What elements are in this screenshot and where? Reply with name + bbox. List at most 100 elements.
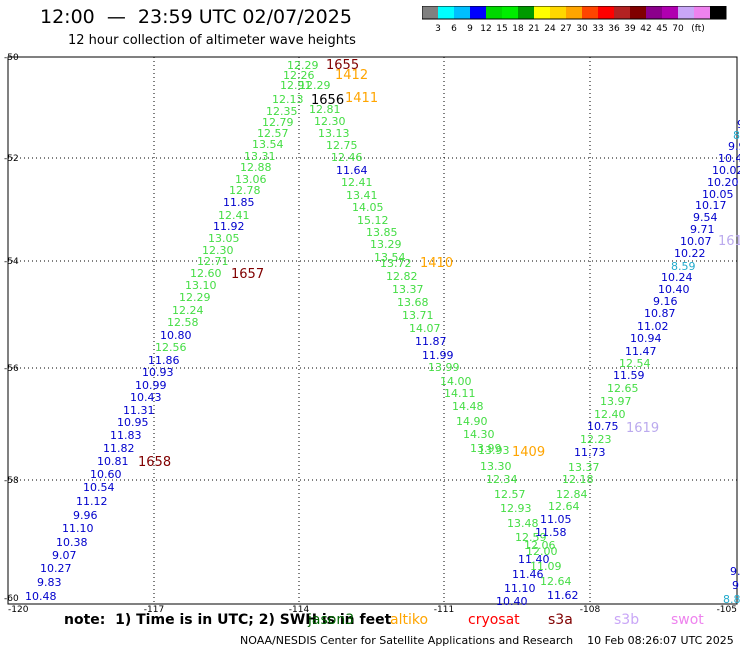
legend-s3a: s3a bbox=[548, 612, 573, 628]
wave-height-label: 10.40 bbox=[658, 283, 690, 296]
pass-time-label: 1619 bbox=[626, 421, 659, 436]
wave-height-label: 12.71 bbox=[197, 255, 229, 268]
wave-height-label: 13.97 bbox=[600, 395, 632, 408]
colorbar-swatch bbox=[486, 6, 502, 19]
lat-tick-label: -60 bbox=[4, 594, 19, 604]
lat-tick-label: -58 bbox=[4, 476, 19, 486]
colorbar-label: 39 bbox=[624, 24, 636, 34]
wave-height-label: 12.57 bbox=[494, 488, 526, 501]
wave-height-label: 11.85 bbox=[223, 196, 255, 209]
pass-time-label: 1657 bbox=[231, 267, 264, 282]
wave-height-label: 14.90 bbox=[456, 415, 488, 428]
wave-height-label: 10.38 bbox=[56, 536, 88, 549]
wave-height-label: 10.54 bbox=[83, 481, 115, 494]
wave-height-label: 12.75 bbox=[326, 139, 358, 152]
lat-tick-label: -54 bbox=[4, 257, 19, 267]
colorbar-label: 45 bbox=[656, 24, 667, 34]
wave-height-label: 11.82 bbox=[103, 442, 135, 455]
wave-height-label: 10.94 bbox=[630, 332, 662, 345]
wave-height-label: 12.54 bbox=[619, 357, 651, 370]
wave-height-label: 12.59 bbox=[515, 531, 547, 544]
wave-height-label: 11.86 bbox=[148, 354, 180, 367]
wave-height-label: 12.18 bbox=[562, 473, 594, 486]
wave-height-label: 10.95 bbox=[117, 416, 149, 429]
wave-height-label: 10.24 bbox=[661, 271, 693, 284]
wave-height-label: 10.75 bbox=[587, 420, 619, 433]
wave-height-label: 12.41 bbox=[218, 209, 250, 222]
wave-height-label: 12.58 bbox=[167, 316, 199, 329]
colorbar-swatch bbox=[470, 6, 486, 19]
pass-time-label: 1411 bbox=[345, 91, 378, 106]
wave-height-label: 10.27 bbox=[40, 562, 72, 575]
colorbar-swatch bbox=[550, 6, 566, 19]
wave-height-label: 13.72 bbox=[380, 257, 412, 270]
wave-height-label: 13.54 bbox=[374, 251, 406, 264]
wave-height-label: 10.93 bbox=[142, 366, 174, 379]
wave-height-label: 11.73 bbox=[574, 446, 606, 459]
lon-tick-label: -114 bbox=[289, 605, 310, 615]
wave-height-label: 12.93 bbox=[500, 502, 532, 515]
pass-time-label: 161 bbox=[718, 234, 740, 249]
wave-height-label: 10.05 bbox=[702, 188, 734, 201]
page-subtitle: 12 hour collection of altimeter wave hei… bbox=[68, 33, 356, 48]
lat-tick-label: -52 bbox=[4, 154, 19, 164]
wave-height-label: 10.43 bbox=[130, 391, 162, 404]
colorbar-swatch bbox=[518, 6, 534, 19]
colorbar-label: 9 bbox=[467, 24, 473, 34]
wave-height-label: 13.29 bbox=[370, 238, 402, 251]
wave-height-label: 12.35 bbox=[266, 105, 298, 118]
colorbar-label: (ft) bbox=[691, 24, 705, 34]
wave-height-label: 11.10 bbox=[62, 522, 94, 535]
wave-height-label: 11.47 bbox=[625, 345, 657, 358]
wave-height-label: 11.02 bbox=[637, 320, 669, 333]
wave-height-label: 12.81 bbox=[309, 103, 341, 116]
colorbar-swatch bbox=[614, 6, 630, 19]
wave-height-label: 13.31 bbox=[244, 150, 276, 163]
lon-tick-label: -105 bbox=[717, 605, 737, 615]
colorbar-swatch bbox=[678, 6, 694, 19]
wave-height-label: 12.57 bbox=[257, 127, 289, 140]
wave-height-label: 9.54 bbox=[693, 211, 718, 224]
wave-height-label: 12.60 bbox=[190, 267, 222, 280]
wave-height-label: 12.34 bbox=[486, 473, 518, 486]
wave-height-label: 9.16 bbox=[653, 295, 678, 308]
wave-height-label: 11.99 bbox=[422, 349, 454, 362]
wave-height-label: 13.85 bbox=[366, 226, 398, 239]
wave-height-label: 12.06 bbox=[524, 539, 556, 552]
wave-height-label: 12.29 bbox=[179, 291, 211, 304]
colorbar-swatch bbox=[534, 6, 550, 19]
wave-height-label: 9.96 bbox=[73, 509, 98, 522]
colorbar-swatch bbox=[710, 6, 726, 19]
colorbar-swatch bbox=[422, 6, 438, 19]
lat-tick-label: -56 bbox=[4, 364, 19, 374]
colorbar-swatch bbox=[630, 6, 646, 19]
wave-height-label: 11.31 bbox=[123, 404, 155, 417]
wave-height-label: 12.41 bbox=[341, 176, 373, 189]
wave-height-label: 13.71 bbox=[402, 309, 434, 322]
colorbar-swatch bbox=[598, 6, 614, 19]
wave-height-label: 12.00 bbox=[526, 545, 558, 558]
wave-height-label: 10.87 bbox=[644, 307, 676, 320]
wave-height-label: 12.56 bbox=[155, 341, 187, 354]
wave-height-label: 9.83 bbox=[37, 576, 62, 589]
wave-height-label: 10.22 bbox=[674, 247, 706, 260]
wave-height-label: 12.30 bbox=[314, 115, 346, 128]
colorbar-swatch bbox=[438, 6, 454, 19]
colorbar-label: 3 bbox=[435, 24, 441, 34]
pass-time-label: 1409 bbox=[512, 445, 545, 460]
colorbar-label: 42 bbox=[640, 24, 651, 34]
wave-height-label: 10.80 bbox=[160, 329, 192, 342]
wave-height-label: 14.11 bbox=[444, 387, 476, 400]
wave-height-label: 12.84 bbox=[556, 488, 588, 501]
wave-height-label: 13.99 bbox=[470, 442, 502, 455]
wave-height-label: 14.07 bbox=[409, 322, 441, 335]
wave-height-label: 10.81 bbox=[97, 455, 129, 468]
wave-height-label: 14.48 bbox=[452, 400, 484, 413]
wave-height-label: 14.05 bbox=[352, 201, 384, 214]
pass-time-label: 1410 bbox=[420, 256, 453, 271]
colorbar-swatch bbox=[662, 6, 678, 19]
legend-altiko: altiko bbox=[390, 612, 429, 628]
wave-height-label: 11.05 bbox=[540, 513, 572, 526]
wave-height-label: 11.46 bbox=[512, 568, 544, 581]
